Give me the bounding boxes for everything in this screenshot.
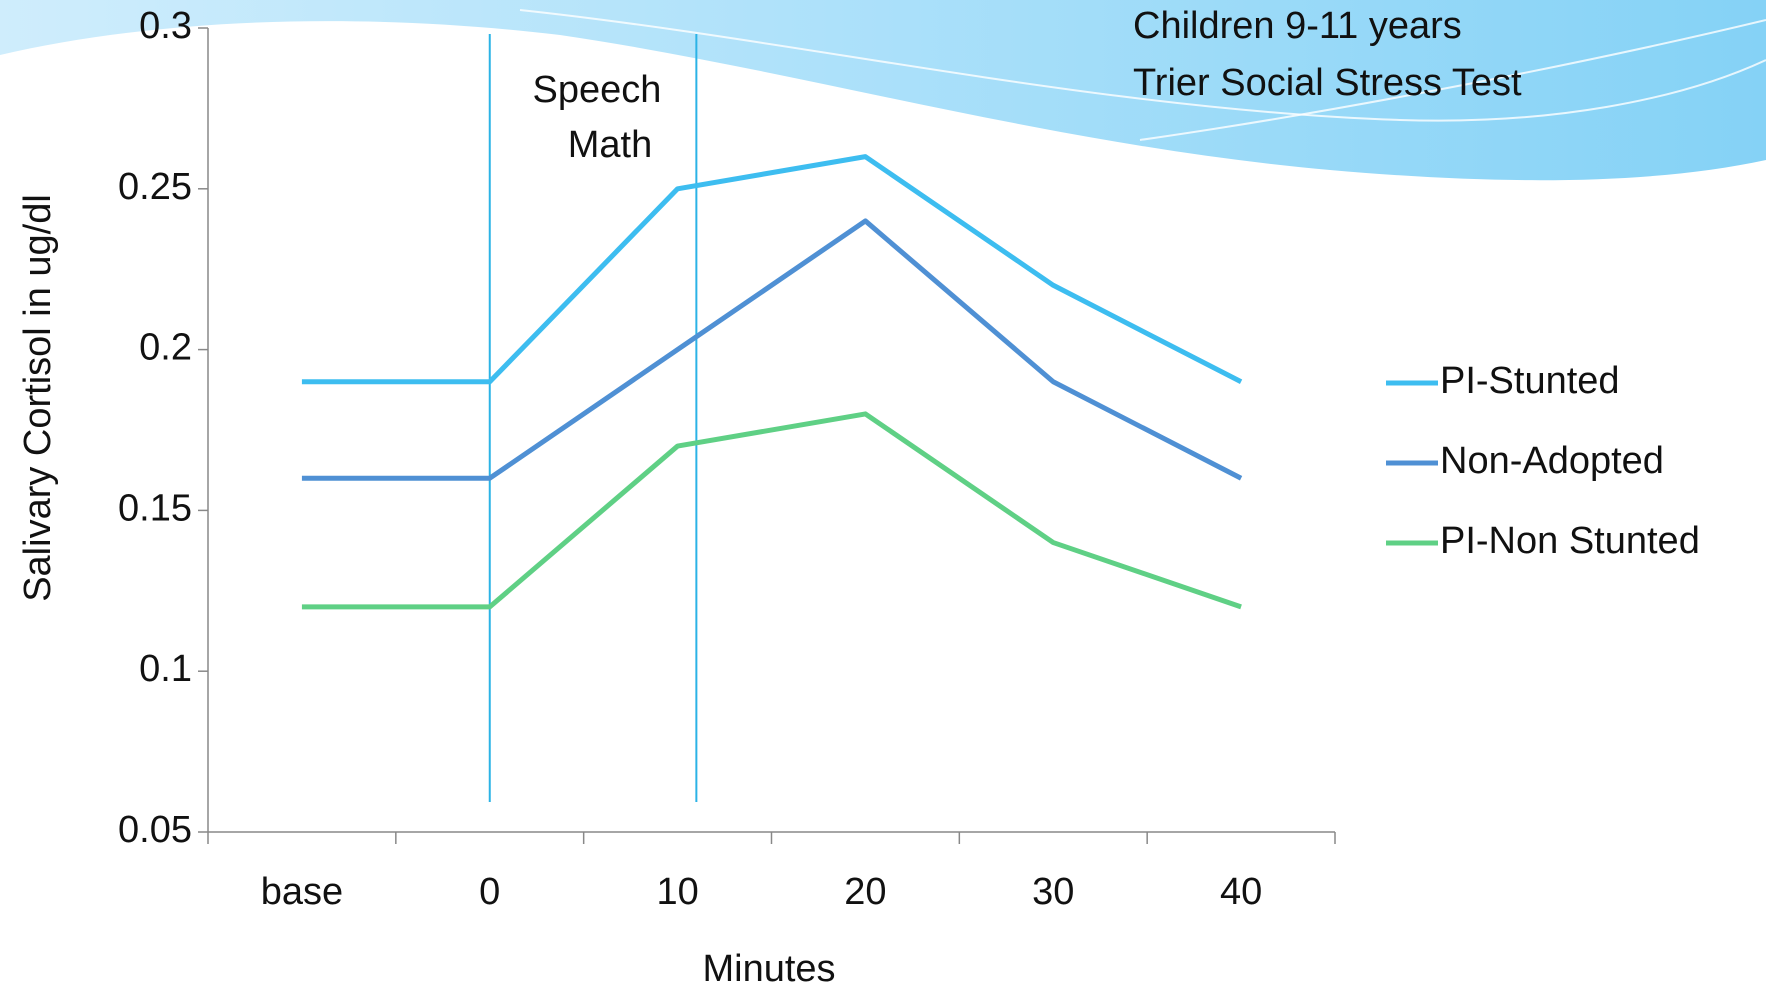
x-tick-label: 20 [844, 871, 886, 913]
series-line [301, 154, 1243, 385]
x-tick-label: 10 [656, 871, 698, 913]
series-line [301, 218, 1243, 481]
annotation: Math [568, 124, 652, 166]
y-axis-label: Salivary Cortisol in ug/dl [17, 194, 59, 602]
x-tick-label: base [261, 871, 343, 913]
y-tick-label: 0.3 [139, 5, 192, 47]
y-tick-label: 0.25 [118, 166, 192, 208]
y-tick-label: 0.05 [118, 809, 192, 851]
legend-label: Non-Adopted [1440, 440, 1664, 482]
x-tick-label: 40 [1220, 871, 1262, 913]
decoration [0, 0, 1766, 181]
x-axis-label: Minutes [702, 948, 835, 990]
x-tick-label: 30 [1032, 871, 1074, 913]
y-tick-label: 0.1 [139, 648, 192, 690]
annotation: Speech [533, 69, 662, 111]
legend-label: PI-Non Stunted [1440, 520, 1700, 562]
title-line: Trier Social Stress Test [1133, 62, 1522, 104]
title-line: Children 9-11 years [1133, 5, 1462, 47]
y-tick-label: 0.15 [118, 487, 192, 529]
legend-label: PI-Stunted [1440, 360, 1620, 402]
y-tick-label: 0.2 [139, 327, 192, 369]
x-tick-label: 0 [479, 871, 500, 913]
series-line [301, 411, 1242, 610]
